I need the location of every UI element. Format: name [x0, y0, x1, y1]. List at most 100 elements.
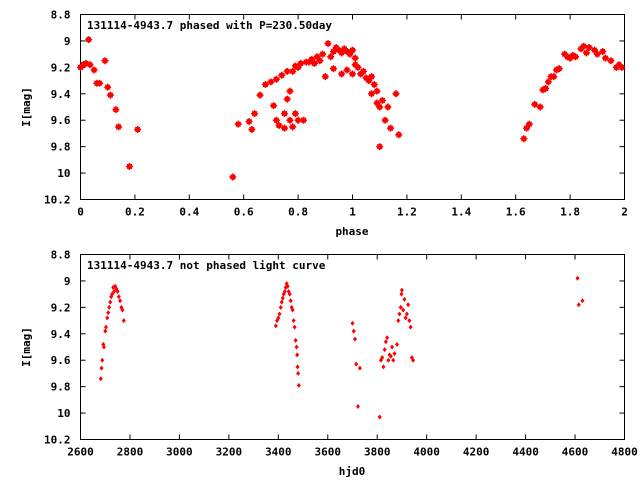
data-point [406, 302, 411, 308]
data-point [352, 336, 357, 342]
data-point [285, 283, 290, 289]
x-axis-label: hjd0 [339, 465, 366, 478]
data-point [296, 370, 301, 376]
data-point [525, 120, 533, 128]
data-point [134, 125, 142, 133]
data-point [401, 307, 406, 313]
x-tick-label: 3600 [315, 446, 342, 459]
data-point [404, 311, 409, 317]
y-tick-label: 9.8 [51, 141, 71, 154]
data-point [293, 337, 298, 343]
data-point [296, 382, 301, 388]
data-point [550, 73, 558, 81]
data-point [294, 63, 302, 71]
data-point [272, 75, 280, 83]
data-point [110, 291, 115, 297]
data-point [288, 298, 293, 304]
data-point [338, 70, 346, 78]
data-point [580, 42, 588, 50]
data-point [290, 307, 295, 313]
data-point [523, 124, 531, 132]
y-tick-label: 10.2 [44, 194, 71, 207]
data-point [112, 106, 120, 114]
data-point [399, 291, 404, 297]
data-point [383, 339, 388, 345]
data-point [381, 364, 386, 370]
x-tick-label: 1.2 [397, 206, 417, 219]
data-point [373, 99, 381, 107]
y-tick-label: 8.8 [51, 9, 71, 22]
data-point [267, 78, 275, 86]
data-point [593, 50, 601, 58]
data-point [281, 110, 288, 118]
data-point [115, 289, 120, 294]
x-tick-label: 4800 [611, 446, 638, 459]
data-point [355, 403, 360, 409]
data-point [289, 123, 297, 131]
data-point [321, 73, 329, 81]
x-tick-label: 2800 [117, 446, 144, 459]
data-point [108, 299, 113, 305]
data-point [256, 91, 264, 99]
data-point [572, 53, 580, 61]
data-point [397, 311, 402, 317]
data-point [349, 46, 356, 54]
data-point [576, 302, 581, 308]
data-point [310, 59, 318, 67]
x-axis-ticks: 2600 2800 3000 3200 3400 3600 3800 4000 4200 4400… [67, 254, 638, 459]
data-point [101, 57, 109, 65]
data-point [343, 66, 351, 74]
data-point [287, 291, 292, 297]
data-point [104, 83, 112, 91]
unphased-light-curve-panel: 2600 2800 3000 3200 3400 3600 3800 4000 4200 4400… [20, 249, 638, 479]
data-point [387, 124, 395, 132]
data-point [585, 44, 593, 52]
x-tick-label: 4400 [512, 446, 539, 459]
y-tick-label: 10.2 [44, 434, 71, 447]
data-point [291, 110, 299, 118]
data-point [106, 310, 111, 316]
data-point [354, 63, 362, 71]
x-tick-label: 2600 [67, 446, 94, 459]
data-point [101, 344, 106, 350]
x-tick-label: 4000 [413, 446, 440, 459]
data-point [319, 50, 327, 58]
phased-light-curve-panel: 0 0.2 0.4 0.6 0.8 1 1.2 1.4 1.6 1.8 2 8.8 9 9.2 9.4 9.… [20, 9, 628, 239]
data-point [329, 65, 337, 73]
data-point [402, 296, 407, 302]
data-point [324, 40, 332, 48]
data-point [98, 376, 103, 382]
data-point [392, 90, 400, 98]
data-point [349, 70, 356, 78]
data-point [329, 48, 337, 55]
data-point [291, 318, 296, 324]
chart-title: 131114-4943.7 not phased light curve [87, 259, 326, 272]
y-tick-label: 9.6 [51, 114, 71, 127]
y-axis-label: I[mag] [20, 327, 33, 367]
x-axis-ticks: 0 0.2 0.4 0.6 0.8 1 1.2 1.4 1.6 1.8 2 [77, 14, 628, 219]
x-tick-label: 3800 [364, 446, 391, 459]
data-point [261, 81, 269, 89]
data-point [278, 71, 286, 79]
data-point [112, 289, 117, 294]
data-point [338, 49, 346, 57]
data-point [105, 315, 110, 321]
data-point [316, 57, 324, 65]
data-point [270, 102, 278, 110]
x-tick-label: 3400 [265, 446, 292, 459]
data-point [520, 135, 528, 143]
data-point [118, 298, 123, 304]
data-point [295, 352, 300, 358]
chart-title: 131114-4943.7 phased with P=230.50day [87, 19, 332, 32]
data-point [103, 324, 108, 330]
data-point [618, 63, 626, 71]
data-point [357, 365, 362, 371]
y-tick-label: 9.6 [51, 354, 71, 367]
y-tick-label: 9.8 [51, 381, 71, 394]
data-point [395, 131, 403, 139]
data-point [377, 414, 382, 420]
data-point [601, 54, 609, 62]
data-point [350, 320, 355, 326]
